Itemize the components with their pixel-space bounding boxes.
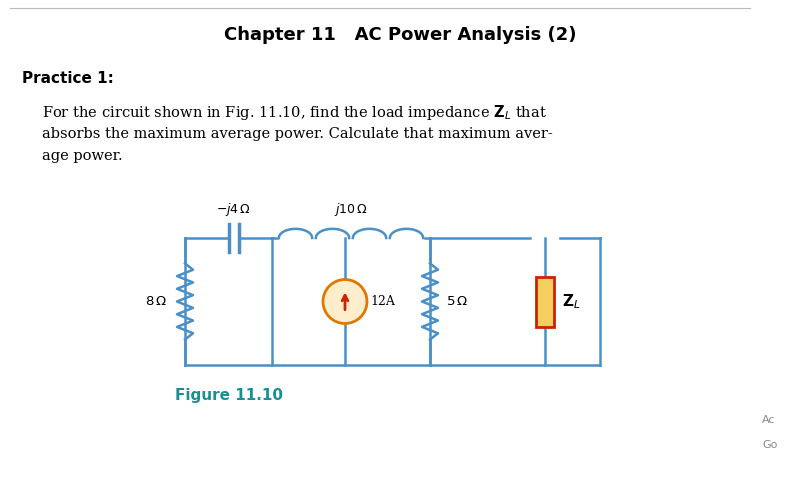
Text: $5\,\Omega$: $5\,\Omega$ (446, 295, 468, 308)
Bar (536, 276, 554, 327)
Text: Ac: Ac (762, 415, 775, 425)
Text: 12A: 12A (370, 295, 395, 308)
Text: Practice 1:: Practice 1: (22, 71, 114, 85)
Text: $\mathbf{Z}_L$: $\mathbf{Z}_L$ (562, 292, 581, 311)
Text: absorbs the maximum average power. Calculate that maximum aver-: absorbs the maximum average power. Calcu… (42, 127, 553, 141)
Text: $j10\,\Omega$: $j10\,\Omega$ (334, 201, 368, 218)
Text: $8\,\Omega$: $8\,\Omega$ (145, 295, 167, 308)
Text: For the circuit shown in Fig. 11.10, find the load impedance $\mathbf{Z}_L$ that: For the circuit shown in Fig. 11.10, fin… (42, 102, 546, 121)
Text: Chapter 11   AC Power Analysis (2): Chapter 11 AC Power Analysis (2) (224, 26, 576, 44)
Text: Figure 11.10: Figure 11.10 (175, 388, 283, 403)
Text: age power.: age power. (42, 149, 122, 163)
Circle shape (323, 279, 367, 324)
Text: Go: Go (762, 440, 778, 450)
Text: $-j4\,\Omega$: $-j4\,\Omega$ (216, 201, 251, 218)
